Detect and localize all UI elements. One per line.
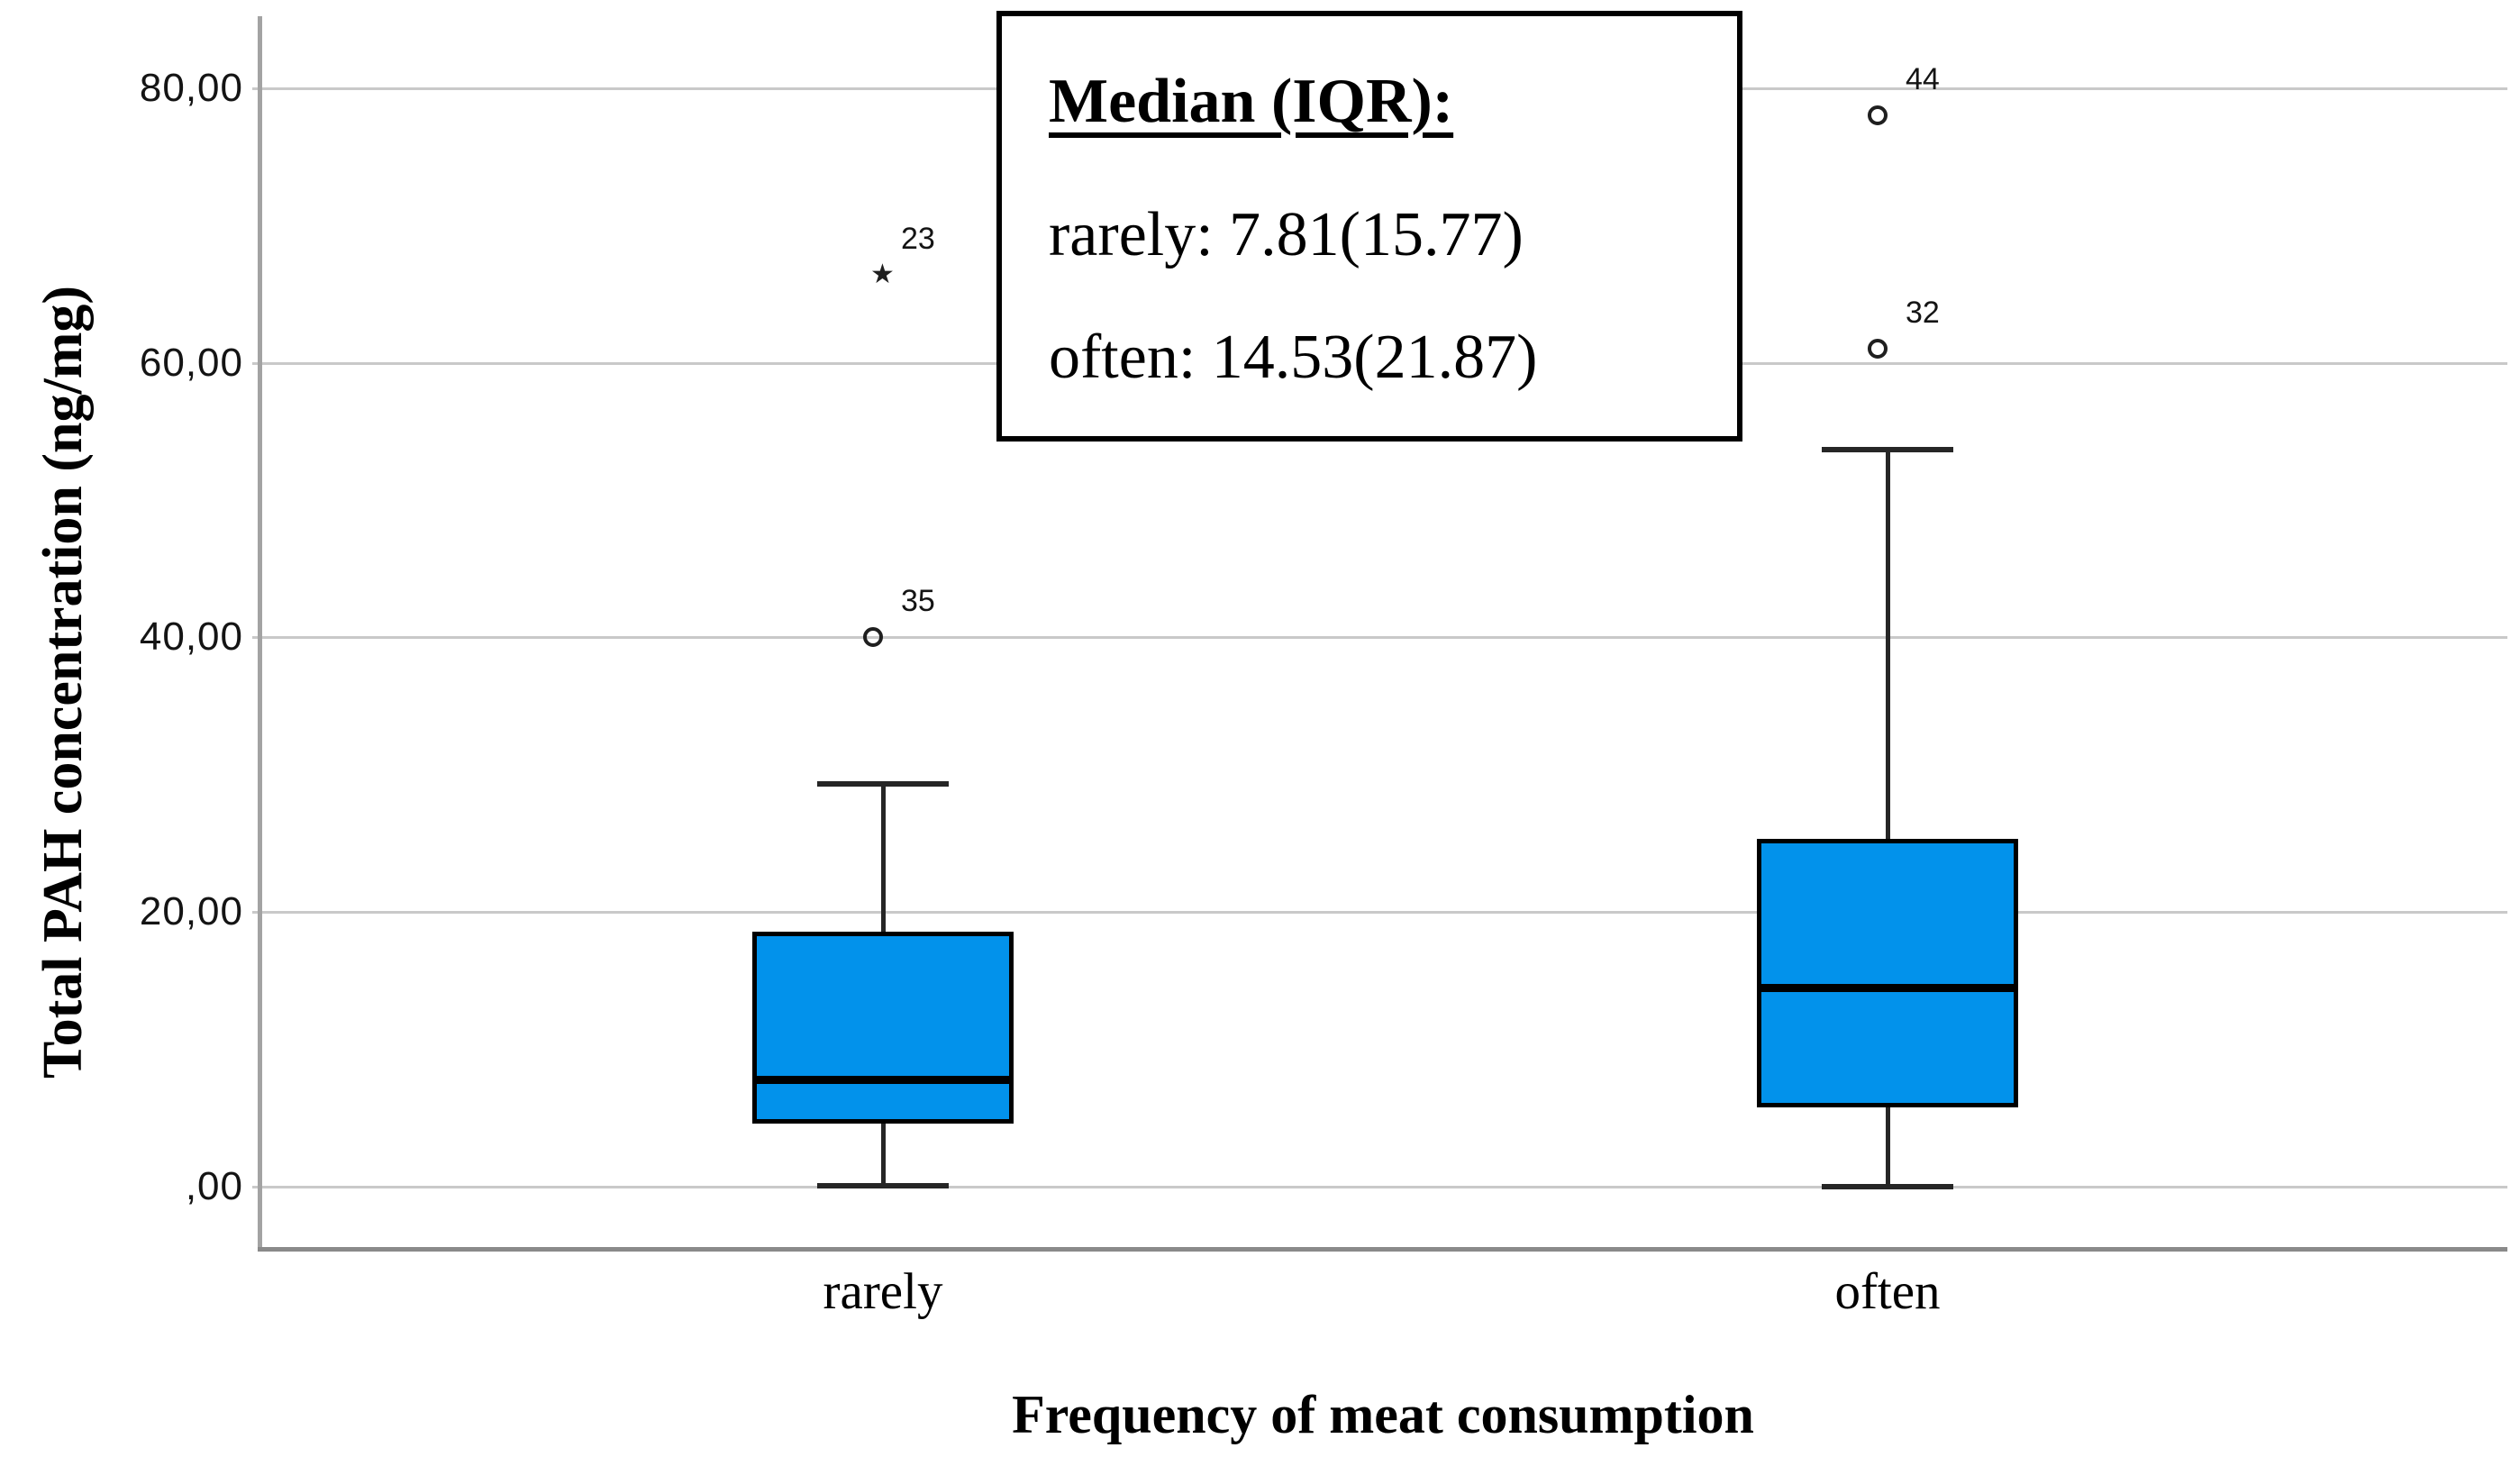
whisker-high-often xyxy=(1886,449,1890,840)
whisker-low-rarely xyxy=(881,1123,886,1187)
whisker-cap-high-often xyxy=(1822,446,1953,452)
outlier-case-label: 23 xyxy=(901,222,935,257)
whisker-low-often xyxy=(1886,1106,1890,1187)
outlier-circle-icon xyxy=(1868,105,1888,126)
whisker-cap-low-often xyxy=(1822,1184,1953,1189)
y-tick-label-40: 40,00 xyxy=(139,615,243,660)
outlier-asterisk-icon: ★ xyxy=(870,259,895,291)
legend-title: Median (IQR): xyxy=(1049,67,1454,136)
gridline-20 xyxy=(252,911,2507,915)
legend-line-often: often: 14.53(21.87) xyxy=(1049,323,1538,392)
median-line-rarely xyxy=(752,1075,1014,1084)
median-line-often xyxy=(1757,983,2018,992)
outlier-circle-icon xyxy=(1868,339,1888,360)
y-axis-line xyxy=(258,16,262,1249)
whisker-cap-low-rarely xyxy=(817,1183,949,1189)
legend-line-rarely: rarely: 7.81(15.77) xyxy=(1049,200,1524,269)
x-axis-title: Frequency of meat consumption xyxy=(1012,1385,1754,1444)
outlier-circle-icon xyxy=(863,627,883,648)
y-tick-label-20: 20,00 xyxy=(139,889,243,934)
y-tick-label-80: 80,00 xyxy=(139,65,243,110)
x-category-label-often: often xyxy=(1834,1263,1941,1320)
y-axis-title: Total PAH concentration (ng/mg) xyxy=(32,286,94,1079)
box-often xyxy=(1757,839,2018,1107)
box-rarely xyxy=(752,931,1014,1124)
outlier-case-label: 32 xyxy=(1906,296,1940,331)
median-iqr-legend-box: Median (IQR): rarely: 7.81(15.77) often:… xyxy=(996,11,1742,442)
outlier-case-label: 35 xyxy=(901,584,935,619)
outlier-case-label: 44 xyxy=(1906,62,1940,97)
x-axis-line xyxy=(258,1247,2507,1252)
gridline-0 xyxy=(252,1186,2507,1188)
x-category-label-rarely: rarely xyxy=(823,1263,943,1320)
y-tick-label-0: ,00 xyxy=(185,1164,243,1208)
y-tick-label-60: 60,00 xyxy=(139,340,243,385)
whisker-high-rarely xyxy=(881,784,886,932)
gridline-40 xyxy=(252,636,2507,640)
whisker-cap-high-rarely xyxy=(817,781,949,788)
